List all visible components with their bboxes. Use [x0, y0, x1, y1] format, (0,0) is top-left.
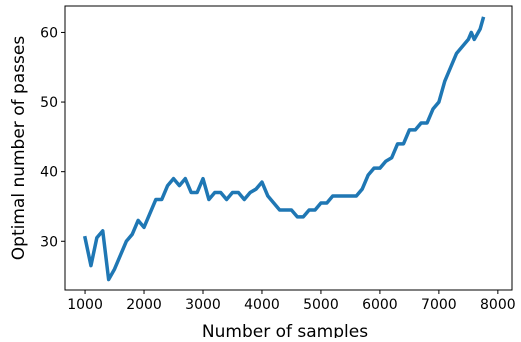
- x-tick-label: 4000: [244, 297, 280, 313]
- line: [82, 16, 486, 282]
- y-axis-label: Optimal number of passes: [9, 36, 29, 261]
- y-tick-label: 40: [40, 165, 58, 181]
- plot-frame: [64, 5, 513, 291]
- y-tick-label: 60: [40, 25, 58, 41]
- x-tick-label: 1000: [67, 297, 103, 313]
- x-tick-label: 2000: [126, 297, 162, 313]
- y-tick-label: 30: [40, 234, 58, 250]
- x-tick-label: 7000: [421, 297, 457, 313]
- x-tick-label: 3000: [185, 297, 221, 313]
- x-tick-label: 8000: [480, 297, 516, 313]
- x-tick-label: 6000: [362, 297, 398, 313]
- x-axis-label: Number of samples: [202, 322, 368, 338]
- y-tick-label: 50: [40, 95, 58, 111]
- x-tick-label: 5000: [303, 297, 339, 313]
